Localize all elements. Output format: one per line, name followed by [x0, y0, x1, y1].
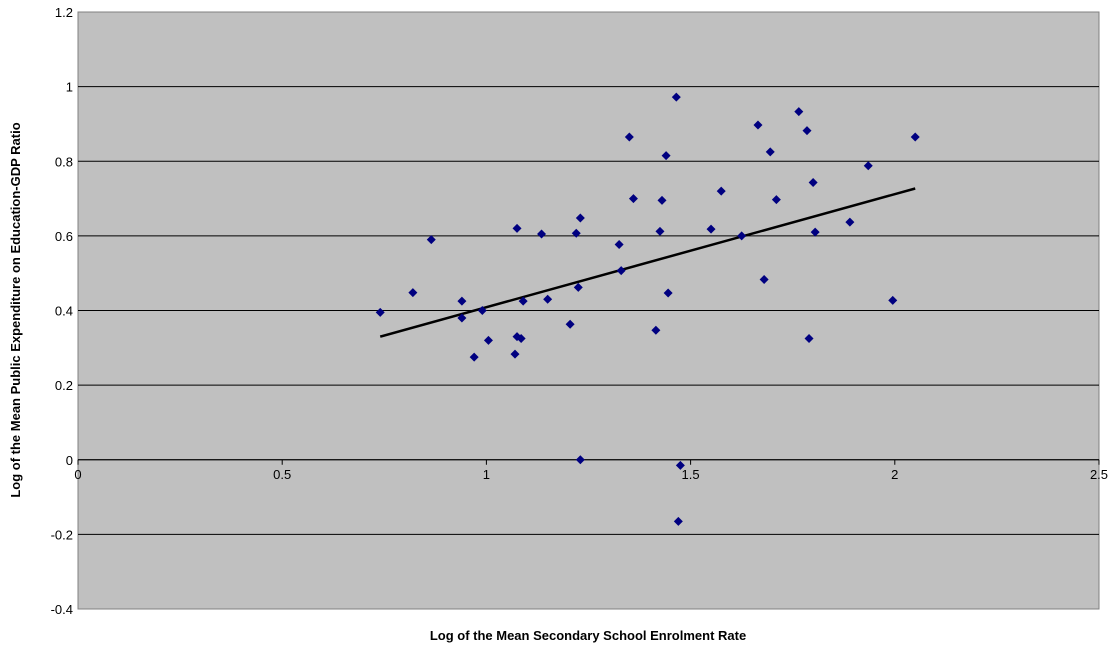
y-tick-label: 0.6: [55, 229, 73, 244]
gridlines: [77, 86, 1100, 535]
data-point: [737, 231, 747, 241]
data-point: [663, 288, 673, 298]
data-point: [543, 294, 553, 304]
x-tick-label: 2.5: [1090, 467, 1108, 482]
y-tick-label: -0.4: [51, 602, 73, 617]
data-point: [753, 120, 763, 130]
data-point: [518, 296, 528, 306]
data-point: [573, 282, 583, 292]
y-tick-label: 1: [66, 80, 73, 95]
x-tick-label: 1: [483, 467, 490, 482]
data-point: [457, 296, 467, 306]
data-point: [808, 178, 818, 188]
data-point: [888, 295, 898, 305]
data-points: [375, 92, 920, 526]
data-point: [675, 460, 685, 470]
data-point: [810, 227, 820, 237]
data-point: [408, 288, 418, 298]
data-point: [802, 126, 812, 136]
data-point: [671, 92, 681, 102]
y-tick-label: 1.2: [55, 5, 73, 20]
data-point: [483, 335, 493, 345]
y-tick-label: 0: [66, 453, 73, 468]
data-point: [565, 319, 575, 329]
data-point: [845, 217, 855, 227]
x-tick-label: 1.5: [682, 467, 700, 482]
trendline-group: [379, 187, 916, 338]
data-point: [375, 307, 385, 317]
data-point: [426, 235, 436, 245]
data-point: [614, 239, 624, 249]
data-point: [657, 195, 667, 205]
data-point: [457, 313, 467, 323]
data-point: [571, 228, 581, 238]
data-point: [655, 226, 665, 236]
data-point: [624, 132, 634, 142]
data-point: [716, 186, 726, 196]
data-point: [765, 147, 775, 157]
y-tick-label: -0.2: [51, 527, 73, 542]
data-point: [910, 132, 920, 142]
y-tick-label: 0.8: [55, 154, 73, 169]
data-point: [510, 349, 520, 359]
data-point: [469, 352, 479, 362]
data-point: [537, 229, 547, 239]
data-point: [794, 107, 804, 117]
x-axis-tick-labels: 0 0.5 1 1.5 2 2.5: [74, 467, 1108, 482]
x-axis-title: Log of the Mean Secondary School Enrolme…: [430, 628, 746, 643]
y-tick-label: 0.4: [55, 304, 73, 319]
trendline: [379, 187, 916, 338]
data-point: [628, 194, 638, 204]
y-axis-title: Log of the Mean Public Expenditure on Ed…: [8, 122, 23, 497]
data-point: [673, 516, 683, 526]
x-tick-label: 0.5: [273, 467, 291, 482]
data-point: [477, 306, 487, 315]
data-point: [516, 333, 526, 343]
x-tick-label: 0: [74, 467, 81, 482]
data-point: [575, 213, 585, 223]
y-tick-label: 0.2: [55, 378, 73, 393]
data-point: [759, 275, 769, 285]
y-axis-tick-labels: -0.4 -0.2 0 0.2 0.4 0.6 0.8 1 1.2: [51, 5, 73, 617]
data-point: [706, 224, 716, 234]
data-point: [651, 325, 661, 335]
x-tick-label: 2: [891, 467, 898, 482]
data-point: [616, 266, 626, 276]
data-point: [771, 195, 781, 205]
data-point: [863, 161, 873, 171]
data-point: [661, 151, 671, 161]
data-point: [804, 333, 814, 343]
data-point: [575, 455, 585, 465]
data-point: [512, 223, 522, 233]
